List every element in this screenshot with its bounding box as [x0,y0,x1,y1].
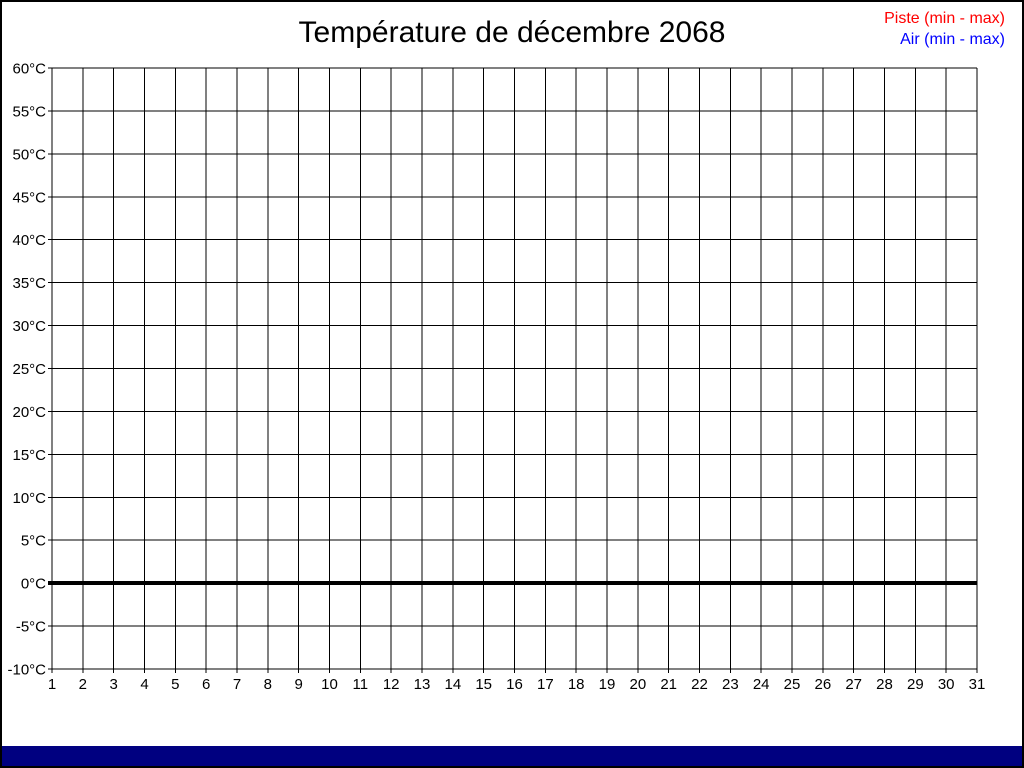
x-tick-label: 2 [79,676,87,693]
y-tick-label: 20°C [12,404,46,421]
y-tick-label: 30°C [12,318,46,335]
y-tick-label: 0°C [21,576,46,593]
x-tick-label: 25 [784,676,801,693]
x-tick-label: 27 [845,676,862,693]
x-tick-label: 30 [938,676,955,693]
x-tick-label: 5 [171,676,179,693]
x-tick-label: 10 [321,676,338,693]
y-tick-label: -10°C [7,662,46,679]
y-tick-label: 35°C [12,275,46,292]
x-tick-label: 9 [294,676,302,693]
legend-item-air: Air (min - max) [900,31,1005,48]
x-tick-label: 26 [814,676,831,693]
x-tick-label: 1 [48,676,56,693]
x-tick-label: 8 [264,676,272,693]
footer-bar [2,746,1022,766]
x-tick-label: 17 [537,676,554,693]
y-tick-label: 40°C [12,232,46,249]
x-tick-label: 3 [109,676,117,693]
x-tick-label: 22 [691,676,708,693]
x-tick-label: 28 [876,676,893,693]
x-tick-label: 24 [753,676,770,693]
x-tick-label: 7 [233,676,241,693]
y-tick-label: 55°C [12,103,46,120]
x-tick-label: 19 [599,676,616,693]
x-tick-label: 18 [568,676,585,693]
x-tick-label: 15 [475,676,492,693]
y-tick-label: 5°C [21,533,46,550]
legend-item-piste: Piste (min - max) [884,10,1005,27]
x-tick-label: 29 [907,676,924,693]
y-tick-label: 25°C [12,361,46,378]
x-tick-label: 16 [506,676,523,693]
legend: Piste (min - max) Air (min - max) [884,8,1005,50]
x-tick-label: 21 [660,676,677,693]
x-tick-label: 23 [722,676,739,693]
x-tick-label: 20 [629,676,646,693]
x-tick-label: 4 [140,676,148,693]
x-tick-label: 12 [383,676,400,693]
y-tick-label: 60°C [12,61,46,78]
x-tick-label: 11 [353,676,369,693]
x-tick-label: 31 [969,676,986,693]
y-tick-label: 50°C [12,146,46,163]
y-tick-label: 45°C [12,189,46,206]
chart-title: Température de décembre 2068 [298,16,726,49]
y-tick-label: 10°C [12,490,46,507]
x-tick-label: 6 [202,676,210,693]
x-tick-label: 13 [414,676,431,693]
x-tick-label: 14 [444,676,461,693]
y-tick-label: 15°C [12,447,46,464]
y-tick-label: -5°C [16,619,46,636]
